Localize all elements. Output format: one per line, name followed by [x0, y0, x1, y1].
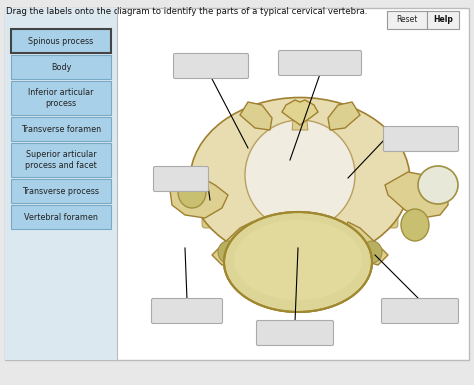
- Text: Body: Body: [51, 62, 71, 72]
- FancyBboxPatch shape: [5, 8, 117, 360]
- FancyBboxPatch shape: [11, 81, 111, 115]
- FancyBboxPatch shape: [11, 179, 111, 203]
- FancyBboxPatch shape: [11, 29, 111, 53]
- Ellipse shape: [418, 166, 458, 204]
- FancyBboxPatch shape: [173, 54, 248, 79]
- Text: Transverse foramen: Transverse foramen: [21, 124, 101, 134]
- Ellipse shape: [190, 97, 410, 263]
- FancyBboxPatch shape: [11, 143, 111, 177]
- FancyBboxPatch shape: [352, 192, 398, 228]
- Ellipse shape: [224, 212, 372, 312]
- FancyBboxPatch shape: [382, 298, 458, 323]
- Ellipse shape: [362, 241, 382, 263]
- FancyBboxPatch shape: [256, 320, 334, 345]
- FancyBboxPatch shape: [279, 50, 362, 75]
- FancyBboxPatch shape: [11, 117, 111, 141]
- Text: Transverse process: Transverse process: [22, 186, 100, 196]
- FancyBboxPatch shape: [427, 11, 459, 29]
- Ellipse shape: [233, 221, 363, 303]
- Polygon shape: [385, 172, 448, 218]
- Ellipse shape: [401, 209, 429, 241]
- FancyBboxPatch shape: [387, 11, 427, 29]
- Ellipse shape: [224, 212, 372, 312]
- Polygon shape: [328, 102, 360, 130]
- Text: Spinous process: Spinous process: [28, 37, 94, 45]
- FancyBboxPatch shape: [383, 127, 458, 152]
- Text: Reset: Reset: [396, 15, 418, 25]
- Polygon shape: [240, 102, 272, 130]
- Polygon shape: [212, 222, 258, 265]
- Ellipse shape: [234, 220, 362, 300]
- FancyBboxPatch shape: [11, 205, 111, 229]
- Polygon shape: [282, 100, 318, 125]
- Polygon shape: [342, 222, 388, 265]
- FancyBboxPatch shape: [5, 8, 469, 360]
- Text: Superior articular
process and facet: Superior articular process and facet: [25, 150, 97, 170]
- Polygon shape: [292, 112, 308, 130]
- FancyBboxPatch shape: [11, 55, 111, 79]
- FancyBboxPatch shape: [154, 166, 209, 191]
- Polygon shape: [170, 172, 228, 218]
- Text: Vertebral foramen: Vertebral foramen: [24, 213, 98, 221]
- Ellipse shape: [218, 241, 238, 263]
- Text: Help: Help: [433, 15, 453, 25]
- Text: Inferior articular
process: Inferior articular process: [28, 88, 94, 108]
- Ellipse shape: [245, 120, 355, 230]
- Ellipse shape: [178, 176, 206, 208]
- FancyBboxPatch shape: [202, 192, 248, 228]
- FancyBboxPatch shape: [152, 298, 222, 323]
- Text: Drag the labels onto the diagram to identify the parts of a typical cervical ver: Drag the labels onto the diagram to iden…: [6, 7, 367, 16]
